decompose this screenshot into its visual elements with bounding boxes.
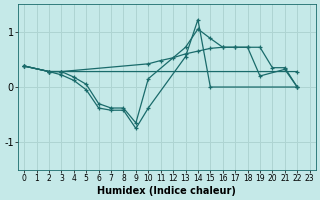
X-axis label: Humidex (Indice chaleur): Humidex (Indice chaleur) (98, 186, 236, 196)
